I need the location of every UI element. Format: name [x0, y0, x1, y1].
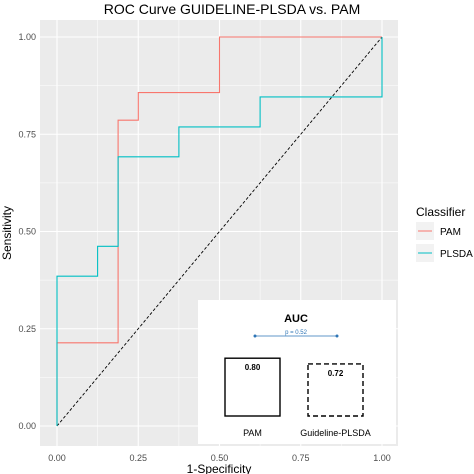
x-tick-label: 1.00 — [373, 453, 391, 463]
p-value-bracket-left-end — [253, 334, 257, 338]
auc-value-label: 0.72 — [328, 369, 344, 378]
series-line-plsda — [56, 37, 383, 426]
y-tick-label: 0.25 — [18, 324, 36, 334]
y-axis-title: Sensitivity — [0, 206, 14, 260]
p-value-label: p = 0.52 — [285, 330, 308, 336]
auc-bar-guideline-plsda — [307, 363, 364, 417]
y-tick-label: 1.00 — [18, 32, 36, 42]
diagonal-reference-line — [56, 36, 383, 427]
series-layer — [56, 36, 383, 427]
x-tick-label: 0.25 — [129, 453, 147, 463]
x-axis-title: 1-Specificity — [187, 462, 252, 474]
auc-inset: AUC p = 0.52 0.80 PAM 0.72 Guideline-PLSDA — [198, 300, 396, 444]
y-tick-label: 0.00 — [18, 421, 36, 431]
series-line-pam — [56, 36, 382, 426]
y-tick-label: 0.50 — [18, 227, 36, 237]
y-tick-label: 0.75 — [18, 129, 36, 139]
y-tick-labels: 0.00 0.25 0.50 0.75 1.00 — [18, 32, 36, 431]
auc-bar-label: PAM — [243, 428, 262, 438]
legend-title: Classifier — [416, 205, 465, 219]
auc-value-label: 0.80 — [245, 363, 261, 372]
chart-title: ROC Curve GUIDELINE-PLSDA vs. PAM — [104, 1, 360, 17]
p-value-bracket-right-end — [335, 334, 339, 338]
auc-bar-pam — [224, 357, 281, 417]
x-tick-label: 0.75 — [292, 453, 310, 463]
legend: Classifier PAM PLSDA — [416, 205, 473, 262]
x-tick-label: 0.50 — [211, 453, 229, 463]
x-tick-label: 0.00 — [48, 453, 66, 463]
legend-label-plsda: PLSDA — [440, 249, 473, 260]
inset-bars: 0.80 PAM 0.72 Guideline-PLSDA — [224, 357, 371, 438]
auc-bar-label: Guideline-PLSDA — [300, 428, 371, 438]
inset-title: AUC — [284, 313, 308, 325]
legend-label-pam: PAM — [440, 227, 461, 238]
x-tick-labels: 0.00 0.25 0.50 0.75 1.00 — [48, 453, 391, 463]
